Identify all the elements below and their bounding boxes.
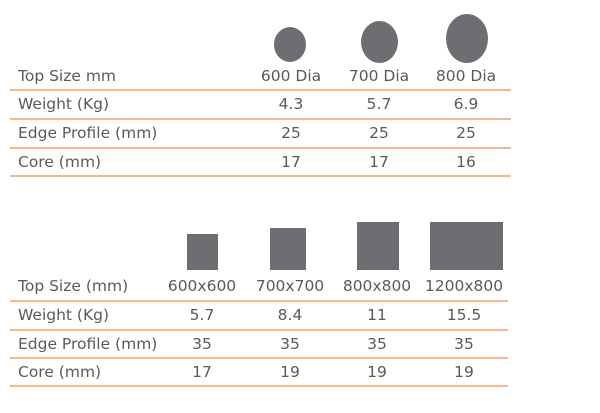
row-label: Core (mm): [18, 363, 102, 381]
row-label: Edge Profile (mm): [18, 335, 158, 353]
square-800-icon: [357, 222, 399, 270]
row-label: Edge Profile (mm): [18, 124, 158, 142]
column-header: 1200x800: [424, 277, 504, 295]
row-label: Weight (Kg): [18, 306, 110, 324]
cell: 17: [369, 153, 389, 171]
cell: 16: [456, 153, 476, 171]
cell: 19: [367, 363, 387, 381]
row-label: Weight (Kg): [18, 95, 110, 113]
cell: 4.3: [278, 95, 304, 113]
circle-800-icon: [446, 14, 488, 63]
cell: 35: [280, 335, 300, 353]
column-header: 600x600: [167, 277, 237, 295]
cell: 19: [454, 363, 474, 381]
rectangle-1200-icon: [430, 222, 503, 270]
column-header: 800 Dia: [435, 67, 497, 85]
column-header: 800x800: [342, 277, 412, 295]
cell: 17: [281, 153, 301, 171]
cell: 35: [192, 335, 212, 353]
square-600-icon: [187, 234, 218, 270]
column-header: 700 Dia: [348, 67, 410, 85]
header-label: Top Size (mm): [18, 277, 129, 295]
cell: 15.5: [446, 306, 482, 324]
cell: 5.7: [366, 95, 392, 113]
cell: 25: [456, 124, 476, 142]
circle-700-icon: [361, 21, 398, 63]
divider: [10, 329, 508, 331]
cell: 5.7: [189, 306, 215, 324]
cell: 35: [454, 335, 474, 353]
divider: [10, 385, 508, 387]
cell: 17: [192, 363, 212, 381]
divider: [10, 147, 511, 149]
cell: 6.9: [453, 95, 479, 113]
cell: 35: [367, 335, 387, 353]
cell: 25: [281, 124, 301, 142]
circle-600-icon: [274, 27, 306, 62]
divider: [10, 89, 511, 91]
divider: [10, 300, 508, 302]
cell: 25: [369, 124, 389, 142]
row-label: Core (mm): [18, 153, 102, 171]
divider: [10, 357, 508, 359]
cell: 19: [280, 363, 300, 381]
cell: 11: [367, 306, 387, 324]
column-header: 600 Dia: [260, 67, 322, 85]
square-700-icon: [270, 228, 306, 270]
header-label: Top Size mm: [18, 67, 117, 85]
column-header: 700x700: [255, 277, 325, 295]
divider: [10, 175, 511, 177]
divider: [10, 118, 511, 120]
cell: 8.4: [277, 306, 303, 324]
